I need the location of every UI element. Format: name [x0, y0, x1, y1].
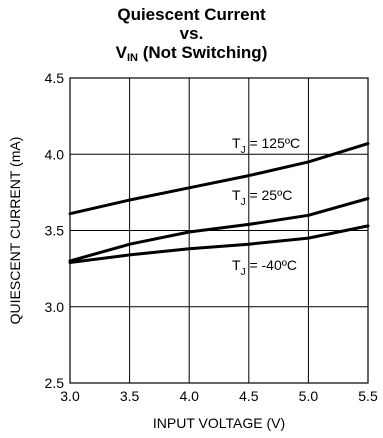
x-tick-label: 3.0 [60, 388, 80, 404]
chart-title-vin-rest: (Not Switching) [137, 43, 268, 62]
y-tick-label: 3.0 [45, 299, 65, 315]
chart-title-vin-subscript: IN [126, 52, 138, 64]
series-line [68, 224, 370, 264]
chart-title-line-1: Quiescent Current [117, 5, 266, 24]
series-label: TJ = 125ºC [232, 135, 300, 156]
plot-frame [69, 77, 369, 384]
series-line [68, 142, 370, 216]
chart-title-line-3: VIN (Not Switching) [0, 43, 383, 65]
y-tick-label: 2.5 [45, 375, 65, 391]
y-axis-label: QUIESCENT CURRENT (mA) [7, 137, 23, 325]
x-tick-label: 3.5 [120, 388, 140, 404]
x-tick-label: 4.0 [179, 388, 199, 404]
x-axis-label: INPUT VOLTAGE (V) [153, 415, 285, 431]
series-label: TJ = 25ºC [232, 187, 292, 208]
series-label: TJ = -40ºC [232, 257, 297, 278]
x-tick-label: 4.5 [239, 388, 259, 404]
series-line [68, 197, 370, 263]
chart-title-line-2: vs. [179, 24, 204, 43]
y-tick-label: 4.5 [45, 70, 65, 86]
x-tick-label: 5.0 [299, 388, 319, 404]
chart-title-vin-main: V [115, 43, 127, 62]
x-tick-label: 5.5 [358, 388, 378, 404]
y-tick-label: 4.0 [45, 146, 65, 162]
y-tick-label: 3.5 [45, 223, 65, 239]
